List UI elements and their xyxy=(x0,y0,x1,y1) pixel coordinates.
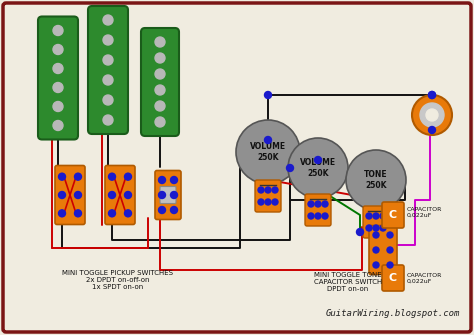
Text: C: C xyxy=(389,273,397,283)
Circle shape xyxy=(53,121,63,131)
Circle shape xyxy=(155,85,165,95)
Circle shape xyxy=(373,262,379,268)
Circle shape xyxy=(315,156,321,163)
FancyBboxPatch shape xyxy=(155,171,181,219)
Circle shape xyxy=(366,225,372,231)
Circle shape xyxy=(358,230,362,234)
Text: CAPACITOR
0,022uF: CAPACITOR 0,022uF xyxy=(407,207,442,217)
FancyBboxPatch shape xyxy=(382,265,404,291)
Circle shape xyxy=(125,173,131,180)
Circle shape xyxy=(387,247,393,253)
FancyBboxPatch shape xyxy=(55,165,85,224)
Circle shape xyxy=(155,53,165,63)
FancyBboxPatch shape xyxy=(363,206,389,238)
Circle shape xyxy=(171,192,177,199)
Text: GuitarWiring.blogspot.com: GuitarWiring.blogspot.com xyxy=(326,309,460,318)
Circle shape xyxy=(420,103,444,127)
Circle shape xyxy=(387,232,393,238)
FancyBboxPatch shape xyxy=(141,28,179,136)
Circle shape xyxy=(322,201,328,207)
Circle shape xyxy=(103,55,113,65)
Circle shape xyxy=(366,213,372,219)
Circle shape xyxy=(286,164,293,172)
Circle shape xyxy=(58,210,65,217)
Circle shape xyxy=(428,91,436,98)
Circle shape xyxy=(380,213,386,219)
Circle shape xyxy=(412,95,452,135)
Circle shape xyxy=(258,187,264,193)
Circle shape xyxy=(258,199,264,205)
Circle shape xyxy=(373,232,379,238)
Circle shape xyxy=(272,199,278,205)
FancyBboxPatch shape xyxy=(382,202,404,228)
Circle shape xyxy=(125,210,131,217)
Circle shape xyxy=(380,225,386,231)
Circle shape xyxy=(103,15,113,25)
Circle shape xyxy=(288,138,348,198)
Circle shape xyxy=(103,115,113,125)
Circle shape xyxy=(264,91,272,98)
Text: VOLUME
250K: VOLUME 250K xyxy=(250,142,286,162)
Circle shape xyxy=(158,206,165,213)
Circle shape xyxy=(103,75,113,85)
Circle shape xyxy=(426,109,438,121)
Circle shape xyxy=(53,64,63,73)
Circle shape xyxy=(346,150,406,210)
Circle shape xyxy=(315,201,321,207)
Text: C: C xyxy=(389,210,397,220)
Text: MINI TOGGLE TONE
CAPACITOR SWITCH
DPDT on-on: MINI TOGGLE TONE CAPACITOR SWITCH DPDT o… xyxy=(314,272,382,292)
Circle shape xyxy=(58,173,65,180)
FancyBboxPatch shape xyxy=(160,187,176,203)
FancyBboxPatch shape xyxy=(3,3,471,332)
Circle shape xyxy=(236,120,300,184)
Circle shape xyxy=(103,35,113,45)
Circle shape xyxy=(74,192,82,199)
FancyBboxPatch shape xyxy=(38,16,78,139)
Circle shape xyxy=(109,210,116,217)
Circle shape xyxy=(272,187,278,193)
Circle shape xyxy=(155,37,165,47)
Circle shape xyxy=(74,173,82,180)
Text: VOLUME
250K: VOLUME 250K xyxy=(300,158,336,178)
Circle shape xyxy=(155,101,165,111)
Circle shape xyxy=(265,199,271,205)
FancyBboxPatch shape xyxy=(305,194,331,226)
Circle shape xyxy=(125,192,131,199)
Circle shape xyxy=(103,95,113,105)
Circle shape xyxy=(356,228,364,236)
Circle shape xyxy=(373,213,379,219)
Text: MINI TOGGLE PICKUP SWITCHES
2x DPDT on-off-on
1x SPDT on-on: MINI TOGGLE PICKUP SWITCHES 2x DPDT on-o… xyxy=(63,270,173,290)
Circle shape xyxy=(158,177,165,184)
Circle shape xyxy=(387,262,393,268)
Circle shape xyxy=(155,117,165,127)
Circle shape xyxy=(308,201,314,207)
FancyBboxPatch shape xyxy=(88,6,128,134)
Circle shape xyxy=(74,210,82,217)
Circle shape xyxy=(428,127,436,134)
Circle shape xyxy=(155,69,165,79)
Circle shape xyxy=(158,192,165,199)
Circle shape xyxy=(53,102,63,112)
Text: CAPACITOR
0,022uF: CAPACITOR 0,022uF xyxy=(407,273,442,283)
Circle shape xyxy=(373,247,379,253)
Circle shape xyxy=(171,206,177,213)
Circle shape xyxy=(53,82,63,92)
Text: TONE
250K: TONE 250K xyxy=(364,170,388,190)
Circle shape xyxy=(315,213,321,219)
Circle shape xyxy=(53,45,63,55)
Circle shape xyxy=(109,173,116,180)
Circle shape xyxy=(373,225,379,231)
Circle shape xyxy=(264,136,272,143)
Circle shape xyxy=(53,25,63,36)
Circle shape xyxy=(109,192,116,199)
Circle shape xyxy=(322,213,328,219)
Circle shape xyxy=(428,91,436,98)
Circle shape xyxy=(58,192,65,199)
Circle shape xyxy=(308,213,314,219)
Circle shape xyxy=(171,177,177,184)
Circle shape xyxy=(265,187,271,193)
FancyBboxPatch shape xyxy=(255,180,281,212)
FancyBboxPatch shape xyxy=(105,165,135,224)
FancyBboxPatch shape xyxy=(369,225,397,274)
